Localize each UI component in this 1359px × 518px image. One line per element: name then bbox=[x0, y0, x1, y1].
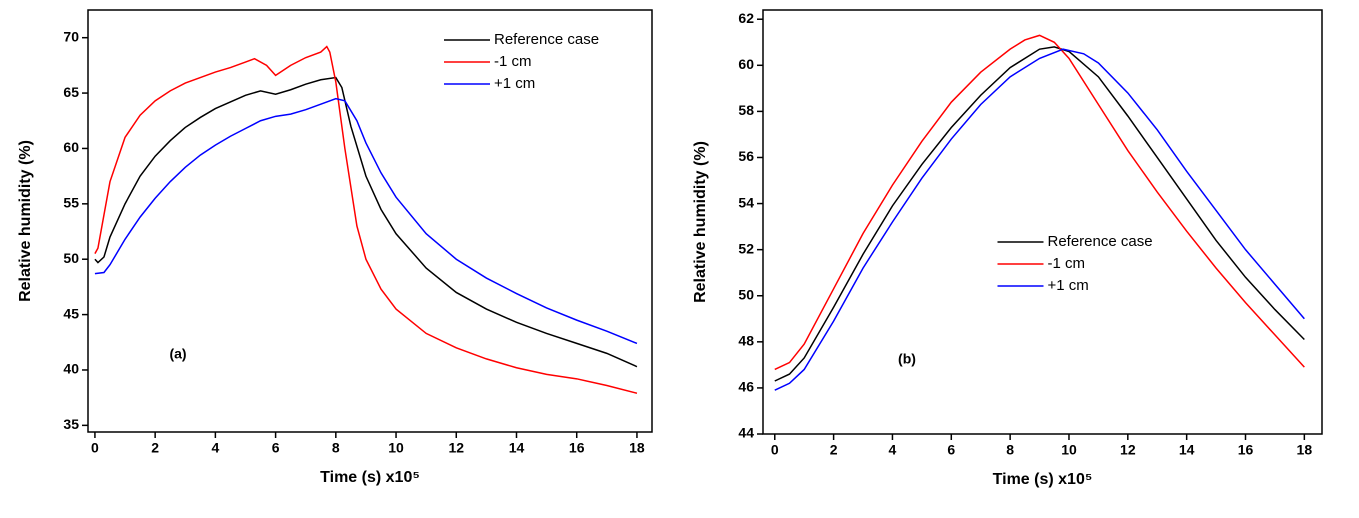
series-line bbox=[94, 97, 638, 345]
x-tick-label: 12 bbox=[1120, 442, 1136, 458]
x-tick-label: 10 bbox=[388, 440, 404, 456]
y-tick-label: 55 bbox=[63, 195, 79, 211]
plot-frame bbox=[87, 9, 653, 433]
x-tick-label: 14 bbox=[1179, 442, 1195, 458]
legend-label: Reference case bbox=[494, 31, 599, 48]
x-tick-label: 2 bbox=[830, 442, 838, 458]
y-tick-label: 62 bbox=[738, 10, 754, 26]
legend-label: -1 cm bbox=[1048, 255, 1086, 272]
series-line bbox=[94, 45, 638, 394]
x-tick-label: 0 bbox=[91, 440, 99, 456]
x-tick-label: 18 bbox=[629, 440, 645, 456]
y-tick-label: 45 bbox=[63, 305, 79, 321]
x-tick-label: 6 bbox=[272, 440, 280, 456]
legend-label: +1 cm bbox=[494, 75, 535, 92]
x-tick-label: 18 bbox=[1297, 442, 1313, 458]
legend-label: Reference case bbox=[1048, 233, 1153, 250]
x-tick-label: 12 bbox=[448, 440, 464, 456]
y-tick-label: 46 bbox=[738, 379, 754, 395]
y-tick-label: 70 bbox=[63, 28, 79, 44]
x-tick-label: 16 bbox=[569, 440, 585, 456]
y-tick-label: 60 bbox=[738, 56, 754, 72]
y-tick-label: 40 bbox=[63, 361, 79, 377]
x-tick-label: 8 bbox=[332, 440, 340, 456]
x-axis-label: Time (s) x10⁵ bbox=[993, 471, 1093, 488]
y-axis-label: Relative humidity (%) bbox=[17, 140, 34, 302]
y-tick-label: 52 bbox=[738, 240, 754, 256]
legend-label: -1 cm bbox=[494, 53, 532, 70]
y-tick-label: 54 bbox=[738, 194, 754, 210]
y-tick-label: 35 bbox=[63, 416, 79, 432]
x-tick-label: 4 bbox=[889, 442, 897, 458]
x-tick-label: 10 bbox=[1061, 442, 1077, 458]
annotation: (a) bbox=[169, 346, 186, 362]
x-tick-label: 14 bbox=[509, 440, 525, 456]
x-tick-label: 6 bbox=[947, 442, 955, 458]
series-line bbox=[94, 76, 638, 368]
y-tick-label: 50 bbox=[63, 250, 79, 266]
x-tick-label: 4 bbox=[211, 440, 219, 456]
y-tick-label: 48 bbox=[738, 333, 754, 349]
x-tick-label: 0 bbox=[771, 442, 779, 458]
y-axis-label: Relative humidity (%) bbox=[692, 141, 709, 303]
x-axis-label: Time (s) x10⁵ bbox=[320, 469, 420, 486]
series-line bbox=[774, 46, 1305, 382]
x-tick-label: 2 bbox=[151, 440, 159, 456]
y-tick-label: 58 bbox=[738, 102, 754, 118]
annotation: (b) bbox=[898, 351, 916, 367]
series-line bbox=[774, 34, 1305, 371]
y-tick-label: 65 bbox=[63, 84, 79, 100]
x-tick-label: 16 bbox=[1238, 442, 1254, 458]
y-tick-label: 60 bbox=[63, 139, 79, 155]
series-line bbox=[774, 48, 1305, 391]
y-tick-label: 50 bbox=[738, 286, 754, 302]
y-tick-label: 56 bbox=[738, 148, 754, 164]
plot-frame bbox=[762, 9, 1323, 435]
y-tick-label: 44 bbox=[738, 425, 754, 441]
legend-label: +1 cm bbox=[1048, 277, 1089, 294]
x-tick-label: 8 bbox=[1006, 442, 1014, 458]
